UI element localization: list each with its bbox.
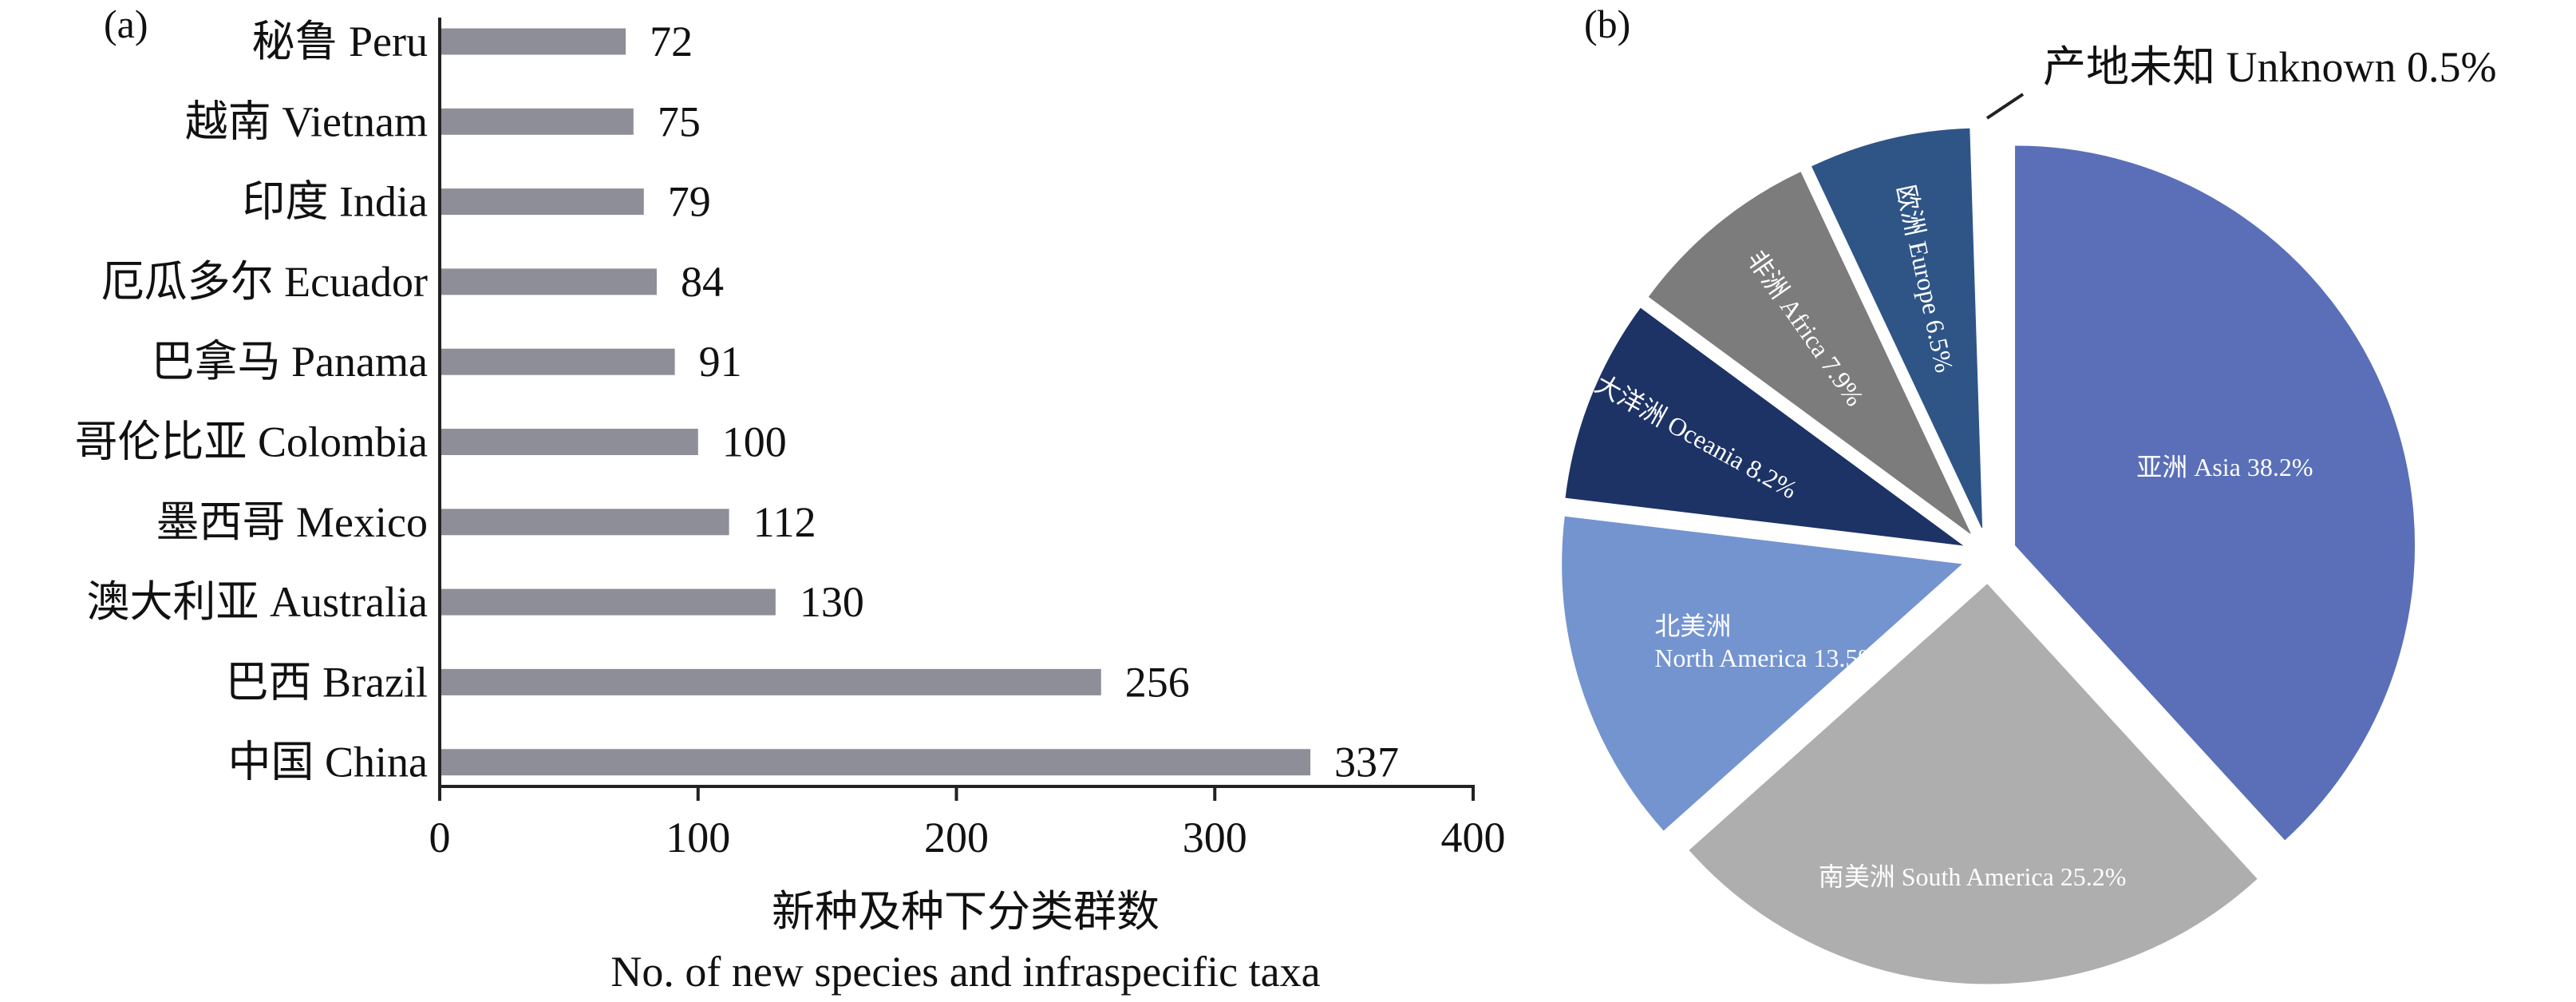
- data-label: 72: [650, 18, 693, 65]
- category-label: 秘鲁 Peru: [252, 18, 428, 65]
- category-label: 中国 China: [228, 739, 429, 786]
- bar: [441, 348, 675, 375]
- data-label: 100: [722, 418, 787, 466]
- pie-chart-panel: (b) 亚洲 Asia 38.2% 南美洲 South America 25.2%…: [1562, 2, 2496, 984]
- pie-slice: [1648, 172, 1971, 534]
- bar-chart-panel: (a) 0 100 200 300 400 秘鲁 Peru 越南 Vietnam 印度 In…: [75, 2, 1506, 996]
- y-ticks: [440, 40, 451, 764]
- data-label: 130: [800, 578, 864, 626]
- panel-label-a: (a): [104, 2, 148, 46]
- bar: [441, 509, 729, 536]
- x-tick-label: 100: [666, 814, 730, 861]
- pie-label-line: North America 13.5%: [1654, 644, 1879, 672]
- value-labels: 72 75 79 84 91 100 112 130 256 337: [650, 18, 1399, 786]
- bar: [441, 268, 657, 295]
- category-label: 厄瓜多尔 Ecuador: [101, 258, 428, 306]
- data-label: 84: [681, 258, 724, 306]
- x-axis-title-en: No. of new species and infraspecific tax…: [610, 948, 1320, 996]
- pie-label: 亚洲 Asia 38.2%: [2136, 453, 2313, 481]
- bar: [441, 188, 644, 216]
- category-labels: 秘鲁 Peru 越南 Vietnam 印度 India 厄瓜多尔 Ecuador 巴拿马…: [75, 18, 429, 786]
- data-label: 75: [658, 97, 701, 145]
- pie-slice: [1975, 128, 1989, 528]
- x-tick-label: 300: [1183, 814, 1247, 861]
- x-tick-label: 400: [1441, 814, 1506, 861]
- x-axis-title-cn: 新种及种下分类群数: [772, 888, 1160, 936]
- bar: [441, 429, 698, 455]
- bar: [441, 28, 626, 55]
- category-label: 哥伦比亚 Colombia: [75, 418, 429, 466]
- bar: [441, 108, 634, 135]
- x-tick-label: 200: [924, 814, 989, 861]
- pie-label: 产地未知 Unknown 0.5%: [2043, 43, 2496, 91]
- bars: [441, 28, 1311, 776]
- data-label: 91: [699, 338, 742, 386]
- category-label: 巴西 Brazil: [226, 658, 428, 706]
- leader-line: [1985, 93, 2025, 120]
- category-label: 巴拿马 Panama: [152, 338, 428, 386]
- pie-slice: [2015, 145, 2415, 841]
- pie-slice: [1565, 307, 1964, 546]
- pie-slice: [1562, 516, 1962, 831]
- data-label: 112: [753, 498, 816, 546]
- bar: [441, 668, 1101, 695]
- category-label: 墨西哥 Mexico: [156, 498, 428, 546]
- x-tick-label: 0: [429, 814, 451, 861]
- panel-label-b: (b): [1584, 2, 1630, 46]
- pie-label: 南美洲 South America 25.2%: [1819, 862, 2127, 891]
- category-label: 越南 Vietnam: [185, 97, 428, 145]
- data-label: 337: [1334, 739, 1399, 786]
- bar: [441, 588, 776, 616]
- pie-label: 北美洲 North America 13.5%: [1654, 612, 1879, 672]
- pie-slices: [1562, 128, 2415, 984]
- bar: [441, 749, 1311, 776]
- pie-slice: [1811, 128, 1983, 529]
- data-label: 79: [668, 178, 711, 226]
- category-label: 澳大利亚 Australia: [87, 578, 428, 626]
- category-label: 印度 India: [243, 178, 428, 226]
- pie-slice: [1689, 584, 2258, 984]
- x-ticks: 0 100 200 300 400: [429, 786, 1506, 861]
- pie-label-line: 北美洲: [1654, 612, 1731, 640]
- data-label: 256: [1125, 658, 1190, 706]
